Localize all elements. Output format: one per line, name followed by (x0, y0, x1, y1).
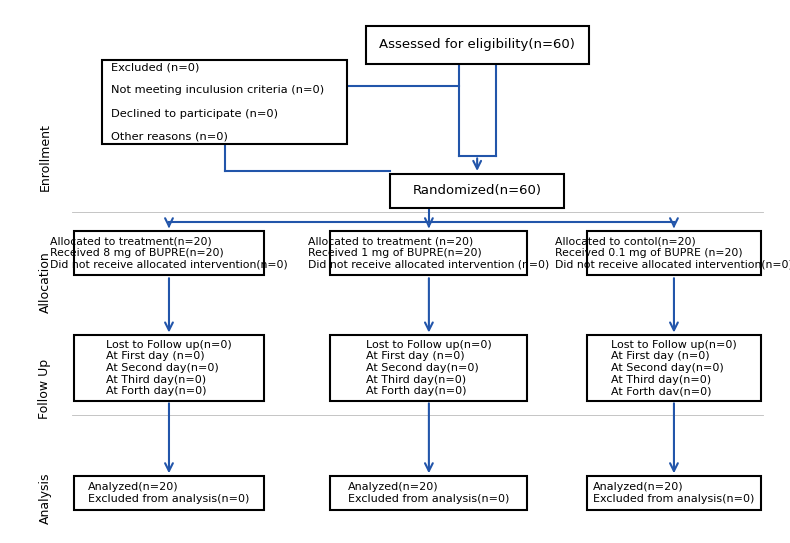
FancyBboxPatch shape (366, 26, 589, 64)
Text: Follow Up: Follow Up (39, 359, 51, 419)
Text: Analyzed(n=20)
Excluded from analysis(n=0): Analyzed(n=20) Excluded from analysis(n=… (88, 482, 250, 504)
FancyBboxPatch shape (102, 60, 347, 144)
Text: Lost to Follow up(n=0)
At First day (n=0)
At Second day(n=0)
At Third day(n=0)
A: Lost to Follow up(n=0) At First day (n=0… (366, 340, 491, 396)
Text: Assessed for eligibility(n=60): Assessed for eligibility(n=60) (379, 38, 575, 51)
Text: Lost to Follow up(n=0)
At First day (n=0)
At Second day(n=0)
At Third day(n=0)
A: Lost to Follow up(n=0) At First day (n=0… (106, 340, 231, 396)
FancyBboxPatch shape (330, 476, 527, 510)
FancyBboxPatch shape (587, 231, 762, 275)
FancyBboxPatch shape (587, 476, 762, 510)
Text: Analyzed(n=20)
Excluded from analysis(n=0): Analyzed(n=20) Excluded from analysis(n=… (348, 482, 510, 504)
FancyBboxPatch shape (330, 336, 527, 401)
FancyBboxPatch shape (390, 174, 564, 207)
Text: Allocated to treatment(n=20)
Received 8 mg of BUPRE(n=20)
Did not receive alloca: Allocated to treatment(n=20) Received 8 … (50, 237, 288, 270)
FancyBboxPatch shape (330, 231, 527, 275)
Text: Lost to Follow up(n=0)
At First day (n=0)
At Second day(n=0)
At Third day(n=0)
A: Lost to Follow up(n=0) At First day (n=0… (611, 340, 737, 396)
Text: Allocated to treatment (n=20)
Received 1 mg of BUPRE(n=20)
Did not receive alloc: Allocated to treatment (n=20) Received 1… (308, 237, 550, 270)
Text: Analyzed(n=20)
Excluded from analysis(n=0): Analyzed(n=20) Excluded from analysis(n=… (593, 482, 754, 504)
FancyBboxPatch shape (587, 336, 762, 401)
FancyBboxPatch shape (74, 336, 264, 401)
Text: Allocation: Allocation (39, 251, 51, 313)
FancyBboxPatch shape (74, 231, 264, 275)
Text: Randomized(n=60): Randomized(n=60) (412, 184, 542, 197)
Text: Allocated to contol(n=20)
Received 0.1 mg of BUPRE (n=20)
Did not receive alloca: Allocated to contol(n=20) Received 0.1 m… (555, 237, 790, 270)
Text: Enrollment: Enrollment (39, 123, 51, 191)
Text: Analysis: Analysis (39, 472, 51, 524)
FancyBboxPatch shape (74, 476, 264, 510)
Text: Excluded (n=0)

Not meeting inculusion criteria (n=0)

Declined to participate (: Excluded (n=0) Not meeting inculusion cr… (111, 62, 324, 142)
